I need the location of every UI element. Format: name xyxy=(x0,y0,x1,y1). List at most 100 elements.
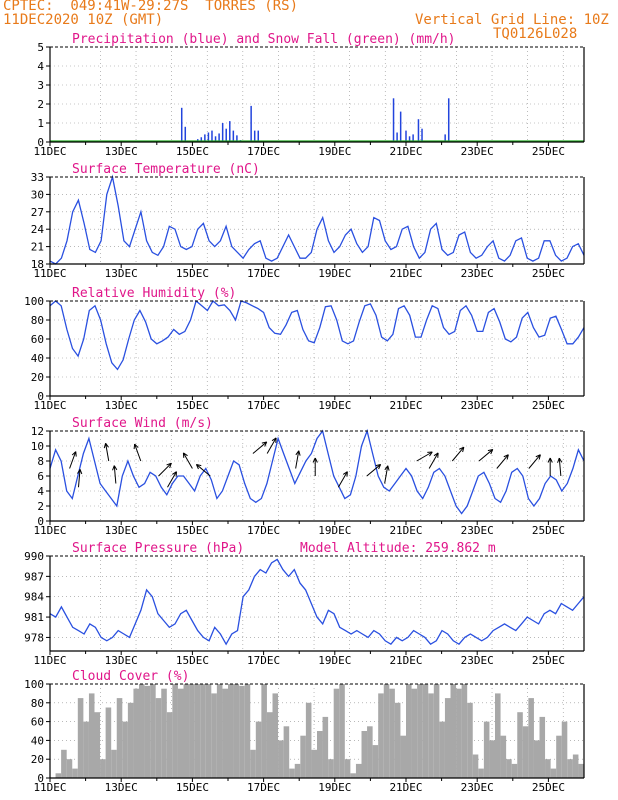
cloud-bar xyxy=(472,754,479,778)
y-tick-label: 40 xyxy=(31,734,44,747)
x-tick-label: 23DEC xyxy=(461,781,494,794)
x-tick-label: 23DEC xyxy=(461,399,494,412)
precip-bar xyxy=(396,132,398,142)
precip-bar xyxy=(218,133,220,142)
cloud-bar xyxy=(483,721,490,778)
y-tick-label: 18 xyxy=(31,258,44,271)
y-tick-label: 4 xyxy=(37,60,44,73)
cloud-bar xyxy=(372,745,379,778)
cloud-bar xyxy=(205,684,212,778)
y-tick-label: 60 xyxy=(31,716,44,729)
cloud-bar xyxy=(450,684,457,778)
x-tick-label: 21DEC xyxy=(389,399,422,412)
x-tick-label: 25DEC xyxy=(532,781,565,794)
y-tick-label: 100 xyxy=(24,678,44,691)
x-tick-label: 21DEC xyxy=(389,145,422,158)
grid-note-header: Vertical Grid Line: 10Z xyxy=(415,12,609,28)
cloud-bar xyxy=(333,688,340,778)
precip-title: Precipitation (blue) and Snow Fall (gree… xyxy=(72,32,456,47)
cloud-bar xyxy=(172,684,178,778)
x-tick-label: 15DEC xyxy=(176,781,209,794)
y-tick-label: 33 xyxy=(31,171,44,184)
y-tick-label: 978 xyxy=(24,631,44,644)
cloud-bar xyxy=(261,684,267,778)
cloud-bar xyxy=(211,693,217,778)
cloud-bar xyxy=(400,735,406,778)
wind-arrow-head xyxy=(429,451,433,457)
x-tick-label: 17DEC xyxy=(247,145,280,158)
cloud-bar xyxy=(528,698,534,778)
x-tick-label: 23DEC xyxy=(461,145,494,158)
wind-arrow-head xyxy=(375,463,381,467)
x-tick-label: 23DEC xyxy=(461,524,494,537)
y-tick-label: 40 xyxy=(31,352,44,365)
cloud-bar xyxy=(361,731,368,778)
wind-title: Surface Wind (m/s) xyxy=(72,416,213,431)
wind-arrow-head xyxy=(433,452,439,457)
cloud-bar xyxy=(467,702,473,778)
temperature-line xyxy=(49,174,585,265)
x-tick-label: 15DEC xyxy=(176,267,209,280)
y-tick-label: 0 xyxy=(37,136,44,149)
y-tick-label: 10 xyxy=(31,440,44,453)
precip-bar xyxy=(444,134,446,142)
cloud-bar xyxy=(344,759,351,778)
cloud-bar xyxy=(244,684,251,778)
x-tick-label: 21DEC xyxy=(389,524,422,537)
wind-arrow-head xyxy=(166,462,172,466)
wind-arrow-head xyxy=(169,463,172,469)
cloud-bar xyxy=(478,768,484,778)
x-tick-label: 19DEC xyxy=(318,781,351,794)
x-tick-label: 19DEC xyxy=(318,524,351,537)
precip-bar xyxy=(408,136,411,142)
cloud-bar xyxy=(572,754,579,778)
x-tick-label: 17DEC xyxy=(247,524,280,537)
wind-arrow-head xyxy=(105,442,109,448)
wind-arrow-head xyxy=(459,446,465,450)
wind-arrow xyxy=(558,458,562,477)
cloud-bar xyxy=(339,684,345,778)
cloud-bar xyxy=(383,684,390,778)
cloud-bar xyxy=(144,685,151,778)
precip-bar xyxy=(399,111,402,142)
precip-bar xyxy=(232,130,235,142)
wind-arrow-head xyxy=(261,441,267,444)
cloud-bar xyxy=(216,684,223,778)
wind-arrow-head xyxy=(298,450,301,456)
precip-bar xyxy=(236,135,238,142)
precip-bar xyxy=(392,98,395,142)
cloud-bar xyxy=(88,693,95,778)
x-tick-label: 11DEC xyxy=(33,524,66,537)
x-tick-label: 25DEC xyxy=(532,145,565,158)
cloud-bar xyxy=(506,759,512,778)
x-tick-label: 15DEC xyxy=(176,399,209,412)
y-tick-label: 981 xyxy=(24,611,44,624)
wind-arrow-head xyxy=(384,465,389,471)
x-tick-label: 21DEC xyxy=(389,654,422,667)
cloud-bar xyxy=(61,749,67,778)
y-tick-label: 987 xyxy=(24,570,44,583)
station-header: CPTEC: 049:41W-29:27S TORRES (RS) xyxy=(3,0,299,14)
x-tick-label: 17DEC xyxy=(247,654,280,667)
y-tick-label: 24 xyxy=(31,223,45,236)
x-tick-label: 25DEC xyxy=(532,654,565,667)
wind-arrow-head xyxy=(196,463,202,467)
cloud-bar xyxy=(417,684,423,778)
wind-arrow xyxy=(496,454,509,469)
wind-arrow xyxy=(196,464,211,477)
cloud-bar xyxy=(305,702,312,778)
pressure-title: Surface Pressure (hPa) xyxy=(72,541,244,556)
wind-arrow xyxy=(167,471,177,488)
wind-arrow-head xyxy=(387,465,390,471)
cloud-bar xyxy=(533,740,540,778)
cloud-bar xyxy=(311,749,317,778)
precip-bar xyxy=(257,130,260,142)
cloud-bar xyxy=(239,685,245,778)
cloud-bar xyxy=(150,684,156,778)
wind-arrow xyxy=(77,469,81,488)
cloud-bar xyxy=(194,684,201,778)
y-tick-label: 4 xyxy=(37,485,44,498)
y-tick-label: 3 xyxy=(37,79,44,92)
temperature-title: Surface Temperature (nC) xyxy=(72,162,260,177)
